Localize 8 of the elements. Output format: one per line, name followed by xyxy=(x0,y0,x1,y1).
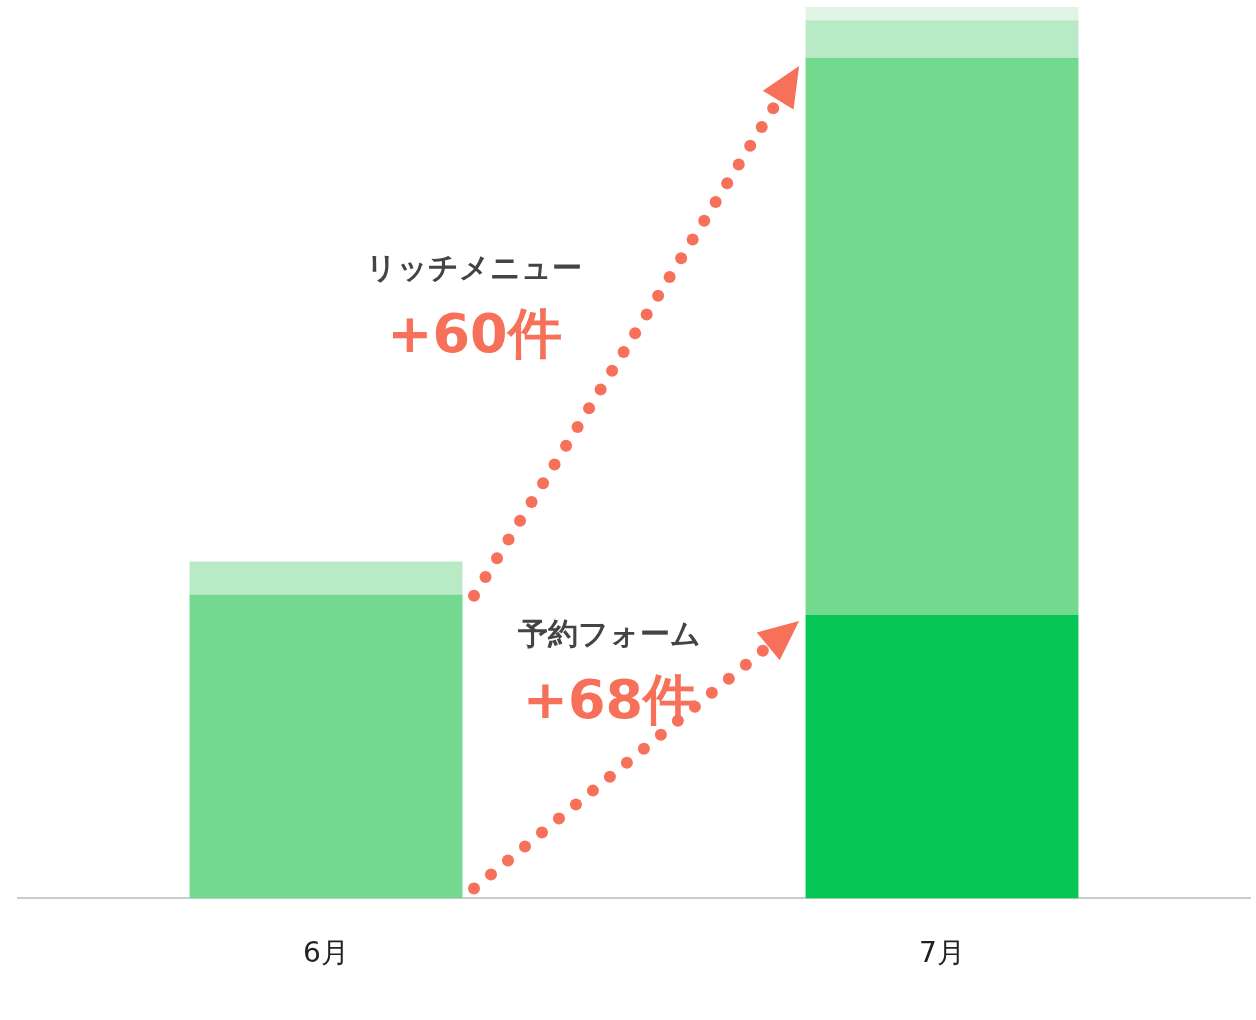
bar xyxy=(805,20,1079,58)
bar xyxy=(189,561,463,595)
x-tick-label: 7月 xyxy=(919,936,965,970)
bar xyxy=(805,614,1079,899)
bar xyxy=(805,7,1079,21)
x-tick-label: 6月 xyxy=(303,936,349,970)
bar xyxy=(805,57,1079,615)
bar xyxy=(189,594,463,899)
